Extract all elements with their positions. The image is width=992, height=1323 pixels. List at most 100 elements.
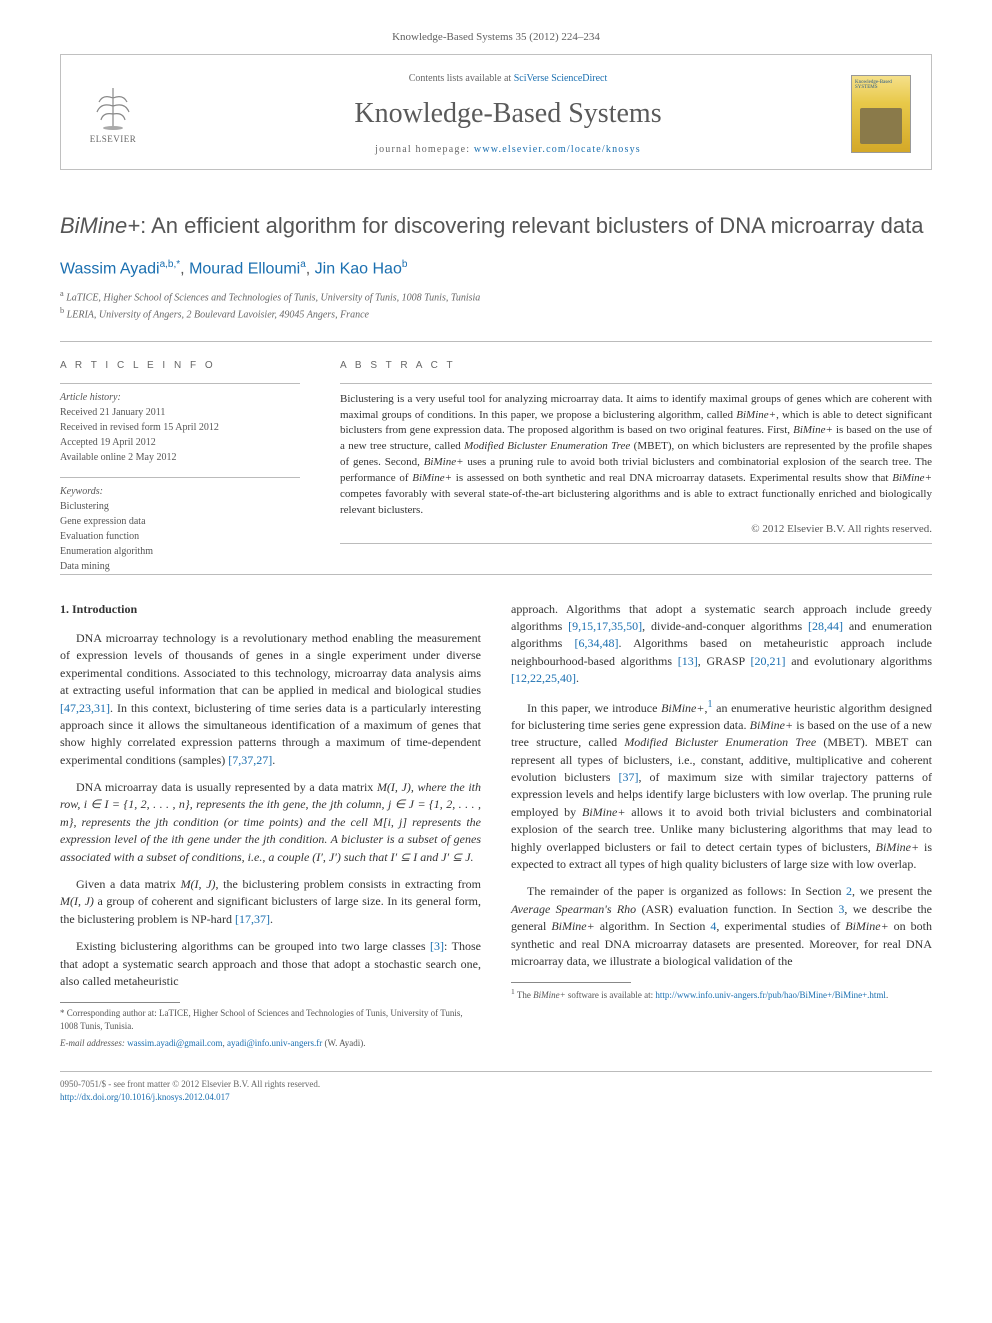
body-para: In this paper, we introduce BiMine+,1 an… [511, 698, 932, 874]
para-italic: BiMine+ [582, 805, 625, 819]
paper-title: BiMine+: An efficient algorithm for disc… [60, 212, 932, 241]
fn-who: (W. Ayadi). [322, 1038, 365, 1048]
doi-line: http://dx.doi.org/10.1016/j.knosys.2012.… [60, 1091, 932, 1104]
author-sup[interactable]: b [402, 259, 408, 270]
ref-link[interactable]: [17,37] [235, 912, 270, 926]
para-italic: M(I, J) [181, 877, 216, 891]
abs-span: competes favorably with several state-of… [340, 488, 932, 516]
doi-link[interactable]: 10.1016/j.knosys.2012.04.017 [121, 1092, 230, 1102]
para-span: and evolutionary algorithms [785, 654, 932, 668]
para-italic: M(I, J) [60, 894, 94, 908]
title-rest: : An efficient algorithm for discovering… [140, 213, 923, 238]
affiliation-row: b LERIA, University of Angers, 2 Bouleva… [60, 305, 932, 322]
contents-prefix: Contents lists available at [409, 73, 514, 84]
para-span: DNA microarray data is usually represent… [76, 780, 377, 794]
article-info-column: A R T I C L E I N F O Article history: R… [60, 342, 300, 574]
abstract-text: Biclustering is a very useful tool for a… [340, 392, 932, 520]
para-span: . [576, 671, 579, 685]
contents-line: Contents lists available at SciVerse Sci… [165, 73, 851, 84]
para-span: , divide-and-conquer algorithms [642, 619, 808, 633]
info-abstract-row: A R T I C L E I N F O Article history: R… [60, 342, 932, 574]
body-para: DNA microarray technology is a revolutio… [60, 630, 481, 769]
fn-text: The [515, 990, 533, 1000]
author-link[interactable]: Jin Kao Hao [315, 260, 402, 277]
citation-text[interactable]: Knowledge-Based Systems 35 (2012) 224–23… [392, 31, 600, 43]
para-italic: BiMine+ [750, 718, 793, 732]
title-section: BiMine+: An efficient algorithm for disc… [60, 212, 932, 241]
cover-image [860, 108, 902, 144]
body-para: Given a data matrix M(I, J), the biclust… [60, 876, 481, 928]
author-link[interactable]: Wassim Ayadi [60, 260, 160, 277]
para-span: DNA microarray technology is a revolutio… [60, 631, 481, 697]
authors-line: Wassim Ayadia,b,*, Mourad Elloumia, Jin … [60, 259, 932, 278]
author-link[interactable]: Mourad Elloumi [189, 260, 300, 277]
elsevier-tree-icon [89, 84, 137, 132]
top-banner: Knowledge-Based Systems 35 (2012) 224–23… [0, 0, 992, 54]
software-footnote: 1 The BiMine+ software is available at: … [511, 987, 932, 1002]
journal-name: Knowledge-Based Systems [165, 98, 851, 130]
para-span: algorithm. In Section [595, 919, 711, 933]
aff-sup: a [60, 289, 64, 298]
history-item: Available online 2 May 2012 [60, 450, 300, 465]
ref-link[interactable]: [6,34,48] [575, 636, 619, 650]
ref-link[interactable]: [20,21] [750, 654, 785, 668]
ref-link[interactable]: [9,15,17,35,50] [568, 619, 642, 633]
ref-link[interactable]: [47,23,31] [60, 701, 110, 715]
keywords-label: Keywords: [60, 486, 300, 497]
footnote-divider [511, 982, 631, 983]
para-span: , we present the [852, 884, 932, 898]
ref-link[interactable]: [3] [430, 939, 444, 953]
fn-text: Corresponding author at: LaTICE, Higher … [60, 1008, 463, 1031]
homepage-link[interactable]: www.elsevier.com/locate/knosys [474, 144, 641, 155]
fn-text: software is available at: [566, 990, 656, 1000]
para-italic: BiMine+ [551, 919, 594, 933]
keyword: Biclustering [60, 499, 300, 514]
aff-sup: b [60, 306, 64, 315]
author-sup[interactable]: a,b,* [160, 259, 181, 270]
para-span: , experimental studies of [716, 919, 845, 933]
abstract-heading: A B S T R A C T [340, 360, 932, 371]
journal-header: ELSEVIER Contents lists available at Sci… [60, 54, 932, 170]
intro-heading: 1. Introduction [60, 601, 481, 618]
body-para: approach. Algorithms that adopt a system… [511, 601, 932, 688]
doi-prefix-link[interactable]: http://dx.doi.org/ [60, 1092, 121, 1102]
history-label: Article history: [60, 392, 300, 403]
para-italic: Modified Bicluster Enumeration Tree [624, 735, 816, 749]
corresponding-footnote: * Corresponding author at: LaTICE, Highe… [60, 1007, 481, 1032]
para-span: . [270, 912, 273, 926]
ref-link[interactable]: [28,44] [808, 619, 843, 633]
history-item: Received in revised form 15 April 2012 [60, 420, 300, 435]
email-link[interactable]: wassim.ayadi@gmail.com [127, 1038, 222, 1048]
email-link[interactable]: ayadi@info.univ-angers.fr [227, 1038, 322, 1048]
sciverse-link[interactable]: SciVerse ScienceDirect [514, 73, 608, 84]
cover-label: Knowledge-Based SYSTEMS [855, 80, 910, 90]
para-italic: Average Spearman's Rho [511, 902, 636, 916]
keyword: Gene expression data [60, 514, 300, 529]
para-span: Given a data matrix [76, 877, 181, 891]
elsevier-logo[interactable]: ELSEVIER [81, 78, 145, 150]
para-span: , GRASP [698, 654, 751, 668]
abstract-divider [340, 383, 932, 384]
info-divider [60, 383, 300, 384]
ref-link[interactable]: [13] [678, 654, 698, 668]
section-divider [60, 574, 932, 575]
bottom-bar: 0950-7051/$ - see front matter © 2012 El… [60, 1071, 932, 1103]
para-span: Existing biclustering algorithms can be … [76, 939, 430, 953]
journal-cover[interactable]: Knowledge-Based SYSTEMS [851, 75, 911, 153]
software-link[interactable]: http://www.info.univ-angers.fr/pub/hao/B… [655, 990, 886, 1000]
ref-link[interactable]: [7,37,27] [228, 753, 272, 767]
author-sup[interactable]: a [300, 259, 306, 270]
homepage-prefix: journal homepage: [375, 144, 474, 155]
abstract-divider [340, 543, 932, 544]
info-divider [60, 477, 300, 478]
abs-span: is assessed on both synthetic and real D… [452, 472, 892, 484]
fn-text: . [886, 990, 888, 1000]
body-para: The remainder of the paper is organized … [511, 883, 932, 970]
elsevier-label: ELSEVIER [90, 134, 137, 144]
body-para: Existing biclustering algorithms can be … [60, 938, 481, 990]
affiliation-row: a LaTICE, Higher School of Sciences and … [60, 288, 932, 305]
ref-link[interactable]: [37] [618, 770, 638, 784]
keyword: Data mining [60, 559, 300, 574]
ref-link[interactable]: [12,22,25,40] [511, 671, 576, 685]
issn-line: 0950-7051/$ - see front matter © 2012 El… [60, 1078, 932, 1091]
